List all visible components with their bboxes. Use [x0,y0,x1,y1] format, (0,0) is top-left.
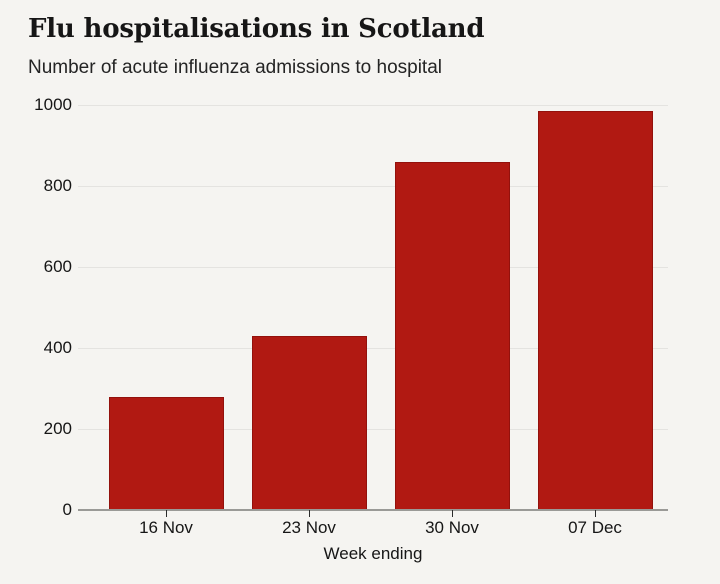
bar-16-nov [108,396,224,510]
bar-30-nov [394,161,510,510]
chart-subtitle: Number of acute influenza admissions to … [28,57,443,78]
x-tick-label-23-nov: 23 Nov [282,518,336,537]
x-tick-label-30-nov: 30 Nov [425,518,479,537]
x-axis-line [78,509,668,511]
x-tick-23-nov [309,510,310,517]
x-tick-16-nov [166,510,167,517]
x-tick-label-07-dec: 07 Dec [568,518,622,537]
x-axis-title: Week ending [323,544,423,563]
x-tick-label-16-nov: 16 Nov [139,518,193,537]
y-tick-label-0: 0 [62,500,72,519]
y-tick-label-400: 400 [43,338,72,357]
gridline-600 [78,267,668,268]
gridline-200 [78,429,668,430]
bar-23-nov [251,335,367,510]
x-tick-07-dec [595,510,596,517]
y-tick-label-1000: 1000 [34,95,72,114]
y-tick-label-800: 800 [43,176,72,195]
chart-title: Flu hospitalisations in Scotland [28,14,485,44]
gridline-800 [78,186,668,187]
gridline-1000 [78,105,668,106]
x-tick-30-nov [452,510,453,517]
y-tick-label-600: 600 [43,257,72,276]
plot-area: 16 Nov 23 Nov 30 Nov 07 Dec [78,105,668,537]
y-tick-label-200: 200 [43,419,72,438]
bar-07-dec [537,111,653,510]
y-axis: 0 200 400 600 800 1000 [0,95,72,519]
gridline-400 [78,348,668,349]
